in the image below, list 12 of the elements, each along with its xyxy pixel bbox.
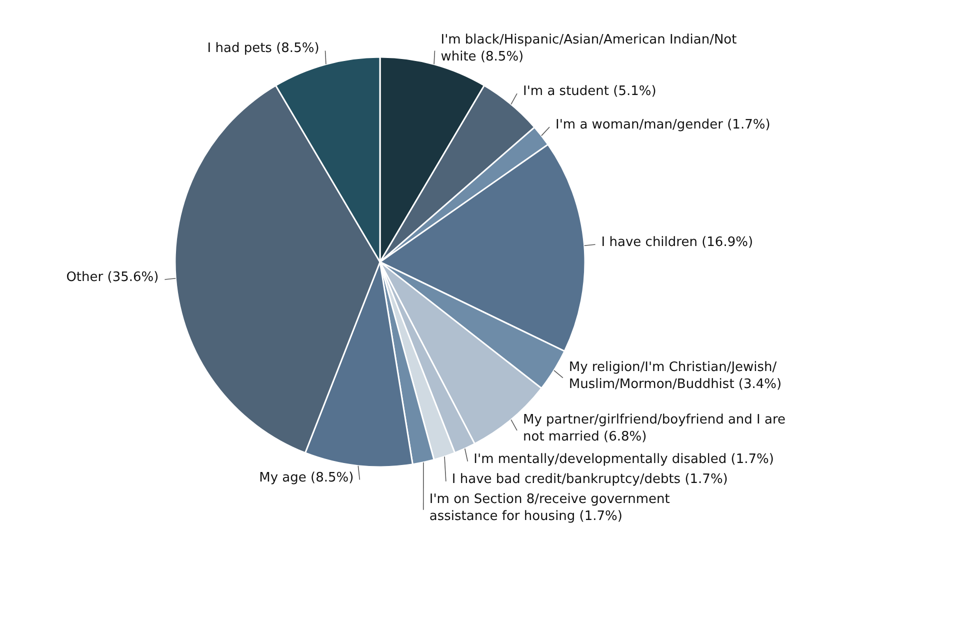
slice-label: My partner/girlfriend/boyfriend and I are not married (6.8%) [523,412,786,444]
slice-label: My religion/I'm Christian/Jewish/ Muslim/Mormon/Buddhist (3.4%) [568,360,782,392]
slice-label: Other (35.6%) [66,270,159,286]
slice-label: I'm black/Hispanic/Asian/American Indian/Not white (8.5%) [440,32,737,65]
slice-label: I'm mentally/developmentally disabled (1.7%) [474,452,774,467]
slice-label: I had pets (8.5%) [207,41,320,56]
slice-label: I have bad credit/bankruptcy/debts (1.7%) [452,472,728,487]
slice-label: My age (8.5%) [259,470,354,486]
slice-label: I have children (16.9%) [601,234,754,250]
slice-label: I'm a woman/man/gender (1.7%) [556,118,770,133]
slice-label: I'm on Section 8/receive government assistance for housing (1.7%) [429,492,670,524]
slice-label: I'm a student (5.1%) [523,84,656,100]
